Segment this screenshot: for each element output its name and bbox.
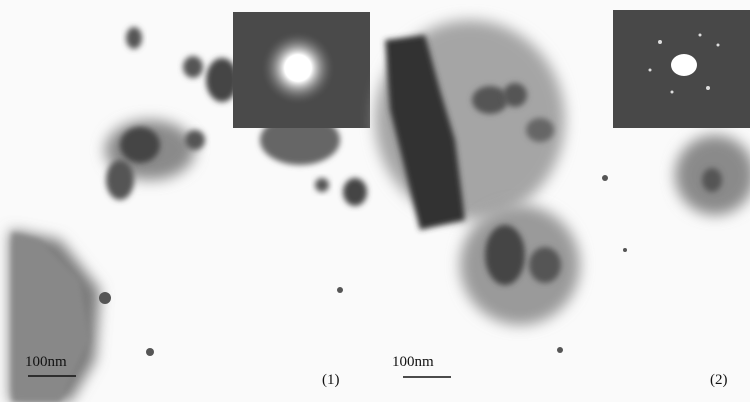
micrograph-figure: 100nm (1) 100nm (2) — [0, 0, 750, 402]
scale-label: 100nm — [392, 354, 434, 370]
diffraction-center — [287, 57, 309, 79]
scale-label: 100nm — [25, 354, 67, 370]
diffraction-center — [671, 54, 697, 76]
panel-caption: (2) — [710, 372, 728, 388]
panel-caption: (1) — [322, 372, 340, 388]
